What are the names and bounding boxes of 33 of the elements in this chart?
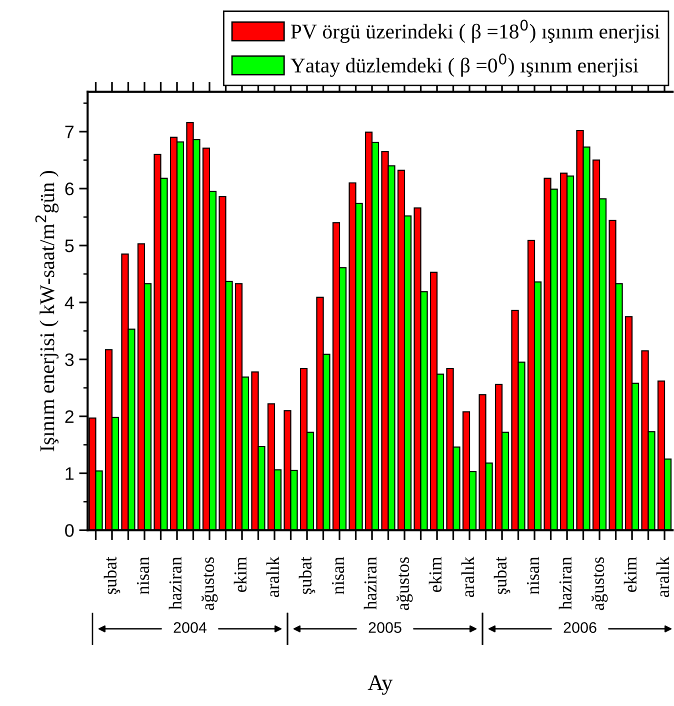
y-tick-label: 4 [64, 296, 74, 309]
text: 2005 [368, 622, 402, 633]
x-tick-label: nisan [526, 556, 540, 594]
x-tick-label: ağustos [396, 557, 413, 610]
x-tick-label: haziran [168, 556, 182, 610]
x-tick-label: nisan [332, 556, 344, 594]
x-tick-label: ekim [234, 556, 247, 592]
text: 2006 [564, 622, 596, 633]
y-tick-label: 2 [65, 410, 74, 423]
x-tick-label: şubat [494, 556, 510, 594]
x-tick-label: haziran [364, 556, 377, 610]
y-tick-label: 7 [65, 126, 74, 138]
legend-label: PV örgü üzerindeki ( β =18$^{0}$) ışınım enerjisi [290, 20, 660, 43]
x-tick-label: ağustos [201, 557, 218, 610]
y-tick-label: 5 [65, 240, 74, 252]
x-tick-label: ekim [428, 556, 442, 592]
x-tick-label: nisan [136, 556, 150, 594]
text: 2004 [174, 622, 207, 633]
y-tick-label: 6 [65, 182, 74, 196]
x-tick-label: aralık [461, 556, 474, 598]
y-tick-label: 3 [65, 353, 74, 366]
x-tick-label: aralık [656, 556, 670, 598]
x-tick-label: şubat [104, 556, 120, 594]
y-axis-title: Işınım enerjisi ( kW-saat/m$^{2}$gün ) [35, 170, 59, 452]
x-tick-label: aralık [266, 556, 280, 598]
y-tick-label: 1 [66, 467, 74, 480]
legend-label: Yatay düzlemdeki ( β =0$^{0}$) ışınım enerjisi [290, 54, 638, 77]
x-axis-title: Ay [368, 675, 393, 695]
x-tick-label: ekim [624, 556, 637, 592]
y-tick-label: 0 [65, 524, 74, 537]
x-tick-label: şubat [298, 556, 316, 594]
x-tick-label: ağustos [591, 557, 608, 610]
x-tick-label: haziran [558, 556, 572, 610]
